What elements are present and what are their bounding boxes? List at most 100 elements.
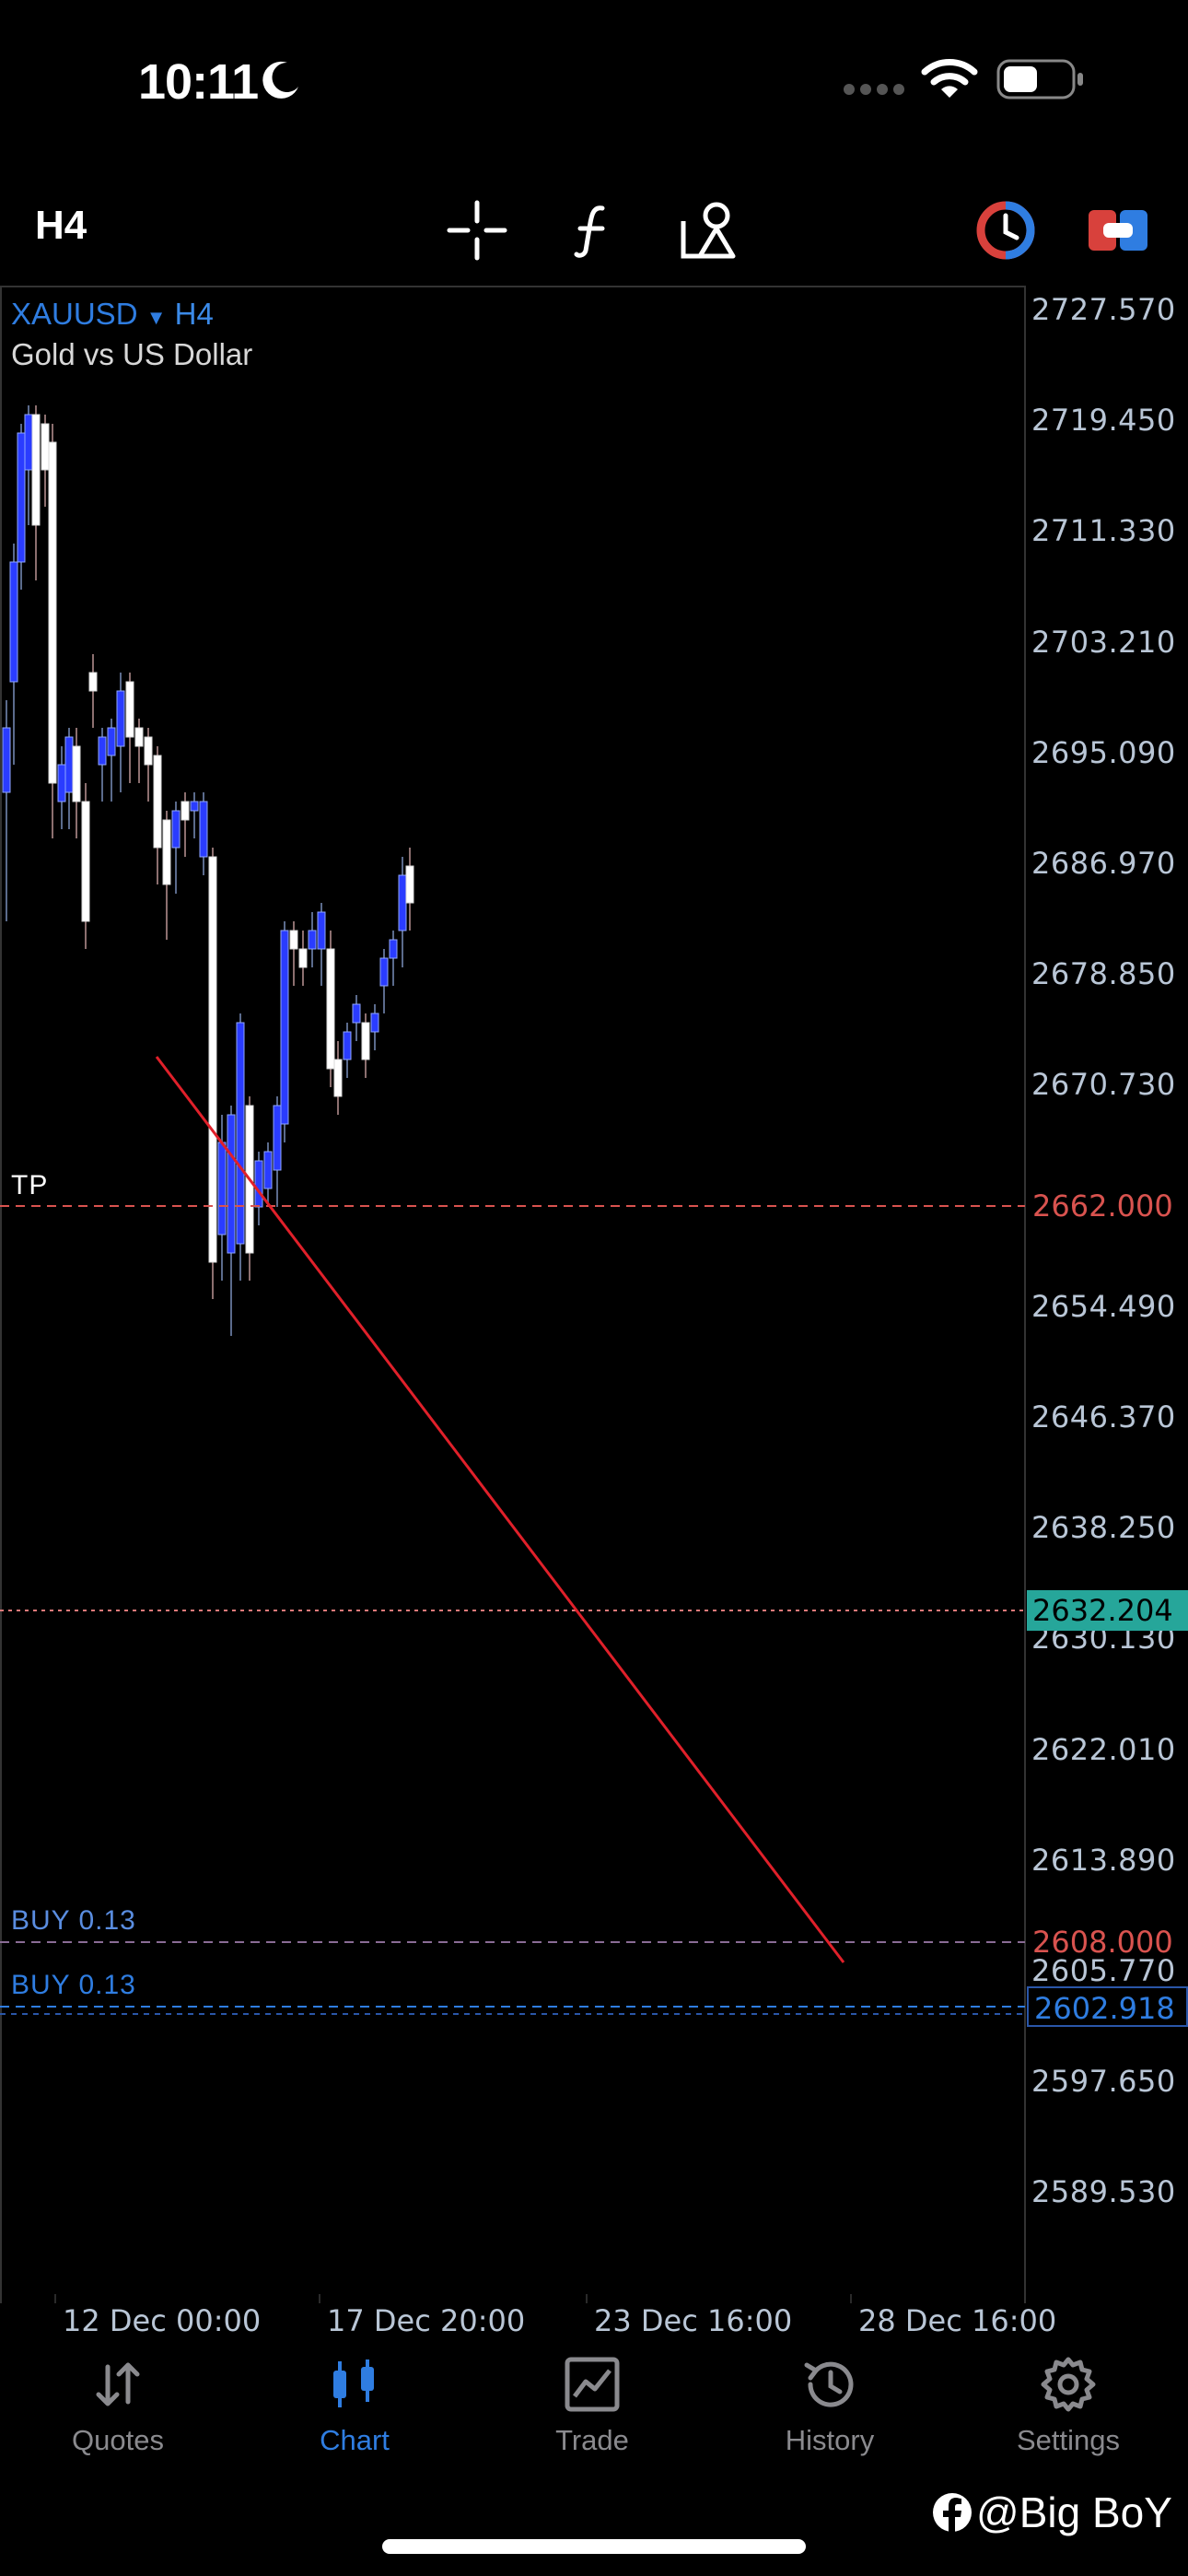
tab-settings[interactable]: Settings <box>976 2354 1160 2492</box>
candle-body <box>361 1022 370 1060</box>
price-axis-label: 2695.090 <box>1031 734 1176 770</box>
status-bar: 10:11 <box>0 0 1188 157</box>
candle-body <box>153 755 162 849</box>
moon-icon <box>262 61 298 99</box>
indicators-icon[interactable] <box>560 197 626 263</box>
candle-body <box>57 764 66 802</box>
chart-frame <box>0 286 1026 2303</box>
wifi-icon <box>921 59 978 98</box>
bottom-tab-bar: Quotes Chart Trade History <box>0 2354 1188 2492</box>
candle-body <box>190 801 199 812</box>
candle-body <box>24 414 33 471</box>
candle-body <box>352 1003 361 1024</box>
candle-body <box>208 856 217 1263</box>
chart-icon <box>333 2359 374 2407</box>
candle-body <box>263 1151 273 1189</box>
price-axis-label: 2719.450 <box>1031 403 1176 439</box>
candle-body <box>72 745 81 802</box>
symbol-name[interactable]: XAUUSD <box>11 297 138 331</box>
order-sl-label[interactable]: BUY 0.13 <box>11 1905 136 1936</box>
candle-body <box>379 957 389 987</box>
tab-trade[interactable]: Trade <box>500 2354 684 2492</box>
trade-icon <box>565 2357 620 2412</box>
candle-body <box>134 727 144 747</box>
price-axis-label: 2727.570 <box>1031 292 1176 327</box>
candlesticks <box>2 405 414 1336</box>
candle-body <box>326 948 335 1070</box>
tab-history[interactable]: History <box>738 2354 922 2492</box>
candle-body <box>64 736 74 793</box>
tp-label: TP <box>11 1170 49 1200</box>
candle-body <box>273 1105 282 1171</box>
price-axis-label: 2646.370 <box>1031 1399 1176 1434</box>
tab-label: Chart <box>320 2424 390 2456</box>
candle-body <box>333 1059 343 1097</box>
tab-label: Quotes <box>72 2424 164 2456</box>
timeframe-button[interactable]: H4 <box>35 203 87 248</box>
price-axis-label: 2622.010 <box>1031 1731 1176 1767</box>
tab-quotes[interactable]: Quotes <box>26 2354 210 2492</box>
chart-canvas[interactable] <box>0 286 1188 2303</box>
time-axis-label: 28 Dec 16:00 <box>858 2303 1057 2338</box>
order-entry-label[interactable]: BUY 0.13 <box>11 1970 136 2000</box>
candle-body <box>254 1160 263 1208</box>
trade-panel-icon[interactable] <box>1085 197 1151 263</box>
candle-body <box>181 801 190 821</box>
candle-body <box>317 911 326 950</box>
price-axis-label: 2678.850 <box>1031 956 1176 992</box>
one-click-trading-icon[interactable] <box>973 197 1039 263</box>
candle-body <box>308 930 317 950</box>
symbol-description: Gold vs US Dollar <box>11 337 253 371</box>
candle-body <box>88 672 98 692</box>
candle-body <box>171 810 181 849</box>
candle-body <box>217 1142 227 1235</box>
symbol-dropdown-icon[interactable]: ▼ <box>146 306 167 329</box>
time-axis-label: 17 Dec 20:00 <box>327 2303 526 2338</box>
candle-body <box>370 1013 379 1033</box>
facebook-icon <box>933 2493 972 2533</box>
candle-body <box>199 801 208 858</box>
chart-symbol[interactable]: XAUUSD ▼ H4 <box>11 297 214 332</box>
candle-body <box>405 865 414 904</box>
price-axis-label: 2686.970 <box>1031 846 1176 881</box>
candle-body <box>389 939 398 959</box>
tab-label: Settings <box>1016 2424 1120 2456</box>
price-chart[interactable]: XAUUSD ▼ H4 Gold vs US Dollar 2727.570 27… <box>0 286 1188 2338</box>
candle-body <box>107 727 116 756</box>
candle-body <box>162 819 171 885</box>
history-icon <box>804 2361 854 2407</box>
candle-body <box>31 414 41 526</box>
candle-body <box>116 690 125 747</box>
home-indicator[interactable] <box>382 2539 806 2554</box>
price-axis-label: 2711.330 <box>1031 513 1176 549</box>
watermark: @Big BoY <box>932 2488 1172 2537</box>
trendline <box>155 1056 845 1963</box>
tp-price-tag: 2662.000 <box>1032 1188 1173 1224</box>
candle-body <box>98 736 107 766</box>
tab-label: Trade <box>555 2424 629 2456</box>
candle-body <box>41 423 50 471</box>
candle-body <box>9 561 18 683</box>
candle-body <box>48 441 57 784</box>
candle-body <box>343 1031 352 1060</box>
watermark-text: @Big BoY <box>976 2488 1172 2536</box>
candle-body <box>236 1022 245 1245</box>
price-axis-label: 2589.530 <box>1031 2174 1176 2210</box>
tab-chart[interactable]: Chart <box>262 2354 447 2492</box>
crosshair-icon[interactable] <box>444 197 510 263</box>
candle-body <box>280 930 289 1125</box>
chart-toolbar: H4 <box>0 184 1188 276</box>
time-axis-label: 23 Dec 16:00 <box>594 2303 793 2338</box>
order-sl-price-tag: 2608.000 <box>1032 1925 1173 1960</box>
price-axis-label: 2654.490 <box>1031 1288 1176 1324</box>
quotes-icon <box>96 2362 140 2406</box>
settings-icon <box>1041 2357 1096 2412</box>
order-entry-price-tag: 2602.918 <box>1027 1986 1188 2027</box>
candle-body <box>398 874 407 931</box>
symbol-timeframe: H4 <box>174 297 214 331</box>
price-axis-label: 2703.210 <box>1031 624 1176 660</box>
drawing-objects-icon[interactable] <box>676 197 742 263</box>
price-axis-label: 2638.250 <box>1031 1510 1176 1546</box>
price-axis-label: 2597.650 <box>1031 2064 1176 2100</box>
price-axis-label: 2670.730 <box>1031 1067 1176 1103</box>
